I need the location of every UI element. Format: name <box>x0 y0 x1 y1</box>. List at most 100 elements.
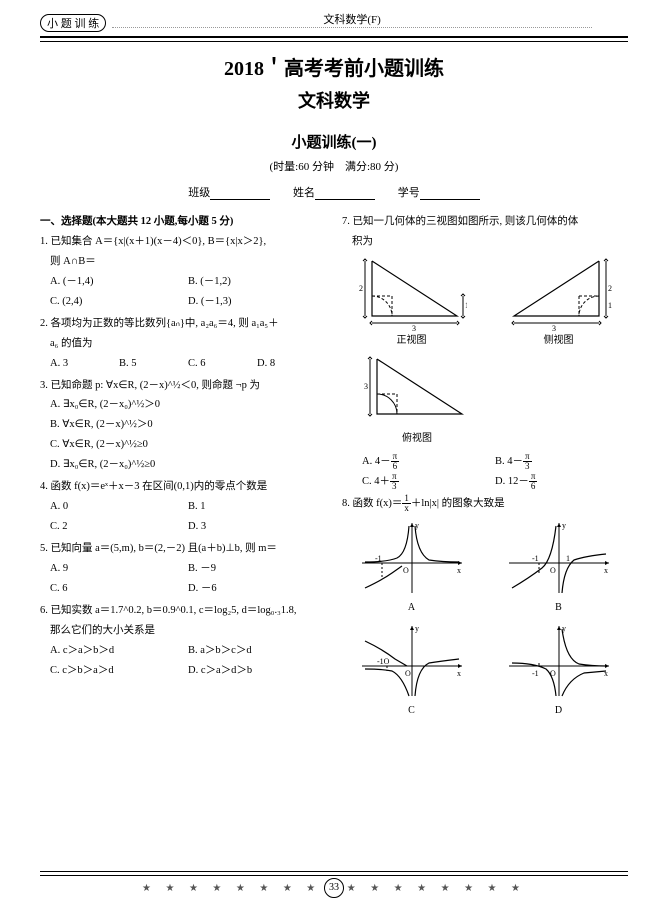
q4-C: C. 2 <box>50 517 188 537</box>
svg-text:-1: -1 <box>375 554 382 563</box>
side-view: 2 3 1 侧视图 <box>504 256 614 350</box>
q6-stem1: 6. 已知实数 a＝1.7^0.2, b＝0.9^0.1, c＝log₂5, d… <box>40 601 326 621</box>
svg-text:2: 2 <box>359 284 363 293</box>
svg-text:-1O: -1O <box>377 657 390 666</box>
svg-text:y: y <box>562 521 566 530</box>
q7-stem1: 7. 已知一几何体的三视图如图所示, 则该几何体的体 <box>342 212 628 232</box>
label-id: 学号 <box>398 187 420 199</box>
svg-text:-1: -1 <box>532 669 539 678</box>
top-view-svg: 3 <box>362 354 472 429</box>
label-class: 班级 <box>188 187 210 199</box>
top-view: 3 俯视图 <box>362 354 472 448</box>
q8-stem: 8. 函数 f(x)＝1x＋ln|x| 的图象大致是 <box>342 494 628 514</box>
q2: 2. 各项均为正数的等比数列{aₙ}中, a₂a₆＝4, 则 a₁a₅＋ a₆ … <box>40 314 326 374</box>
q2-stem1: 2. 各项均为正数的等比数列{aₙ}中, a₂a₆＝4, 则 a₁a₅＋ <box>40 314 326 334</box>
blank-class <box>210 199 270 200</box>
q6-stem2: 那么它们的大小关系是 <box>40 621 326 641</box>
q7-B: B. 4－π3 <box>495 452 628 472</box>
q5-B: B. －9 <box>188 559 326 579</box>
q1-C: C. (2,4) <box>50 292 188 312</box>
front-view: 2 3 1 正视图 <box>357 256 467 350</box>
q2-B: B. 5 <box>119 354 188 374</box>
q3-D: D. ∃x₀∈R, (2－x₀)^½≥0 <box>40 455 326 475</box>
timing: (时量:60 分钟 满分:80 分) <box>40 158 628 174</box>
q7-views-row1: 2 3 1 正视图 <box>342 256 628 350</box>
page-number: 33 <box>324 878 344 898</box>
q7-A: A. 4－π6 <box>362 452 495 472</box>
q7-C: C. 4＋π3 <box>362 472 495 492</box>
svg-text:y: y <box>415 624 419 633</box>
q3-B: B. ∀x∈R, (2－x)^½＞0 <box>40 415 326 435</box>
q1-D: D. (－1,3) <box>188 292 326 312</box>
front-view-svg: 2 3 1 <box>357 256 467 331</box>
q6-A: A. c＞a＞b＞d <box>50 641 188 661</box>
q8-D-label: D <box>504 701 614 720</box>
q3-A: A. ∃x₀∈R, (2－x₀)^½＞0 <box>40 395 326 415</box>
q6-D: D. c＞a＞d＞b <box>188 661 326 681</box>
svg-text:1: 1 <box>465 301 467 310</box>
q3-stem: 3. 已知命题 p: ∀x∈R, (2－x)^½＜0, 则命题 ¬p 为 <box>40 376 326 396</box>
q6-B: B. a＞b＞c＞d <box>188 641 326 661</box>
q8-C-svg: x y O -1O <box>357 621 467 701</box>
q2-D: D. 8 <box>257 354 326 374</box>
blank-id <box>420 199 480 200</box>
q1-stem2: 则 A∩B＝ <box>40 252 326 272</box>
top-view-label: 俯视图 <box>362 429 472 448</box>
q8: 8. 函数 f(x)＝1x＋ln|x| 的图象大致是 x y O <box>342 494 628 720</box>
svg-text:3: 3 <box>364 382 368 391</box>
q1-stem1: 1. 已知集合 A＝{x|(x＋1)(x－4)＜0}, B＝{x|x＞2}, <box>40 232 326 252</box>
stars-left: ★ ★ ★ ★ ★ ★ ★ ★ <box>142 883 321 894</box>
front-view-label: 正视图 <box>357 331 467 350</box>
q8-B: x y O -1 1 B <box>504 518 614 617</box>
q2-stem2: a₆ 的值为 <box>40 334 326 354</box>
svg-text:O: O <box>550 566 556 575</box>
svg-text:-1: -1 <box>532 554 539 563</box>
main-title: 2018＇高考考前小题训练 <box>40 52 628 81</box>
q8-B-svg: x y O -1 1 <box>504 518 614 598</box>
q4-A: A. 0 <box>50 497 188 517</box>
svg-text:2: 2 <box>608 284 612 293</box>
right-column: 7. 已知一几何体的三视图如图所示, 则该几何体的体 积为 2 3 <box>342 212 628 724</box>
q5: 5. 已知向量 a＝(5,m), b＝(2,－2) 且(a＋b)⊥b, 则 m＝… <box>40 539 326 599</box>
q5-D: D. －6 <box>188 579 326 599</box>
q8-row1: x y O -1 A <box>342 518 628 617</box>
q8-C: x y O -1O C <box>357 621 467 720</box>
q1: 1. 已知集合 A＝{x|(x＋1)(x－4)＜0}, B＝{x|x＞2}, 则… <box>40 232 326 312</box>
q3: 3. 已知命题 p: ∀x∈R, (2－x)^½＜0, 则命题 ¬p 为 A. … <box>40 376 326 476</box>
header-rule <box>40 36 628 42</box>
q8-D-svg: x y O -1 <box>504 621 614 701</box>
q8-A-label: A <box>357 598 467 617</box>
q8-C-label: C <box>357 701 467 720</box>
q7-D: D. 12－π6 <box>495 472 628 492</box>
footer: ★ ★ ★ ★ ★ ★ ★ ★ 33 ★ ★ ★ ★ ★ ★ ★ ★ <box>40 871 628 899</box>
left-column: 一、选择题(本大题共 12 小题,每小题 5 分) 1. 已知集合 A＝{x|(… <box>40 212 326 724</box>
svg-text:O: O <box>405 669 411 678</box>
page: 小 题 训 练 文科数学(F) 2018＇高考考前小题训练 文科数学 小题训练(… <box>0 0 668 907</box>
stars-right: ★ ★ ★ ★ ★ ★ ★ ★ <box>347 883 526 894</box>
q5-stem: 5. 已知向量 a＝(5,m), b＝(2,－2) 且(a＋b)⊥b, 则 m＝ <box>40 539 326 559</box>
q4-B: B. 1 <box>188 497 326 517</box>
q4: 4. 函数 f(x)＝eˣ＋x－3 在区间(0,1)内的零点个数是 A. 0 B… <box>40 477 326 537</box>
q2-A: A. 3 <box>50 354 119 374</box>
blank-name <box>315 199 375 200</box>
q8-A: x y O -1 A <box>357 518 467 617</box>
svg-text:3: 3 <box>412 324 416 331</box>
top-header: 小 题 训 练 文科数学(F) <box>40 12 628 34</box>
label-name: 姓名 <box>293 187 315 199</box>
q4-stem: 4. 函数 f(x)＝eˣ＋x－3 在区间(0,1)内的零点个数是 <box>40 477 326 497</box>
svg-text:x: x <box>604 566 608 575</box>
svg-text:x: x <box>604 669 608 678</box>
svg-text:3: 3 <box>552 324 556 331</box>
header-center: 文科数学(F) <box>112 11 592 28</box>
q8-row2: x y O -1O C <box>342 621 628 720</box>
svg-text:x: x <box>457 566 461 575</box>
info-line: 班级 姓名 学号 <box>40 184 628 200</box>
q3-C: C. ∀x∈R, (2－x)^½≥0 <box>40 435 326 455</box>
q7-views-row2: 3 俯视图 <box>342 354 628 448</box>
svg-text:x: x <box>457 669 461 678</box>
svg-text:O: O <box>403 566 409 575</box>
svg-text:1: 1 <box>608 301 612 310</box>
q8-A-svg: x y O -1 <box>357 518 467 598</box>
svg-text:1: 1 <box>566 554 570 563</box>
columns: 一、选择题(本大题共 12 小题,每小题 5 分) 1. 已知集合 A＝{x|(… <box>40 212 628 724</box>
